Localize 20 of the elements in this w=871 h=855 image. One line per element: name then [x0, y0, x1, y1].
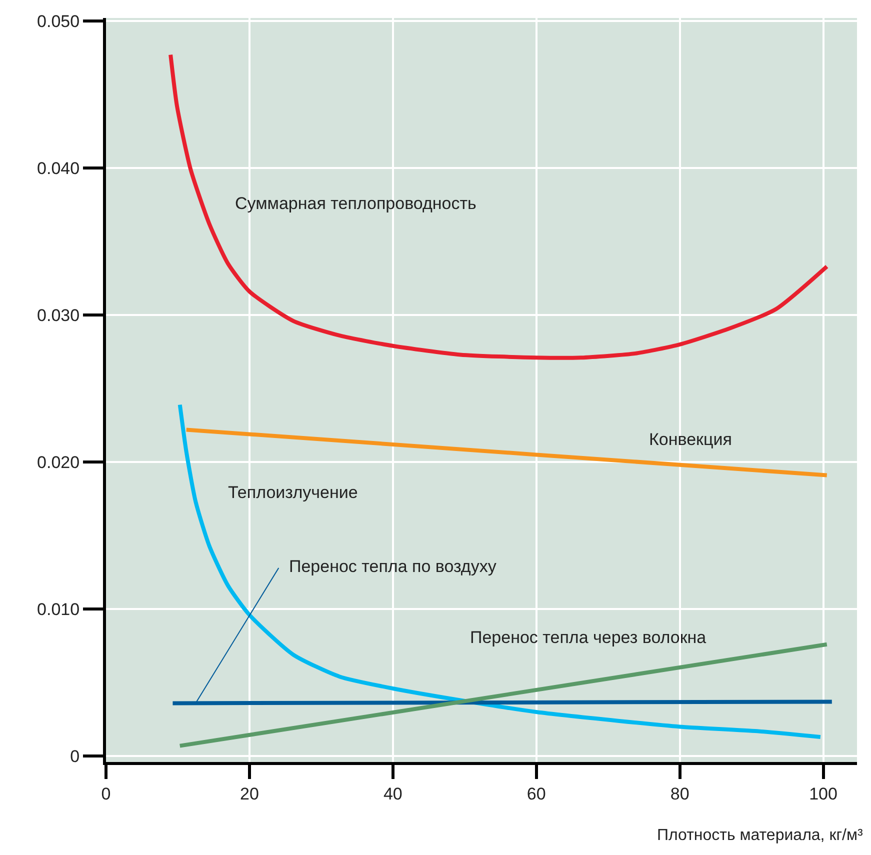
- y-tick-label: 0: [70, 747, 80, 766]
- y-tick-label: 0.030: [37, 306, 80, 325]
- text: Перенос тепла по воздуху: [289, 557, 497, 576]
- x-tick-label: 100: [809, 784, 838, 804]
- y-tick-label: 0.020: [37, 453, 80, 472]
- series-label: Конвекция: [649, 430, 732, 449]
- x-axis-title: Плотность материала, кг/м³: [657, 827, 864, 844]
- line-series: [178, 402, 822, 739]
- series-label: Суммарная теплопроводность: [235, 194, 477, 213]
- x-tick-label: 60: [526, 784, 546, 804]
- x-tick-label: 0: [101, 784, 111, 804]
- x-tick-label: 20: [240, 784, 259, 804]
- x-tick-label: 40: [383, 784, 402, 804]
- y-tick-label: 0.050: [37, 12, 80, 31]
- x-tick-label: 80: [670, 784, 690, 804]
- series-label: Перенос тепла через волокна: [470, 628, 707, 647]
- y-tick-label: 0.040: [37, 158, 80, 178]
- series-label: Теплоизлучение: [228, 483, 358, 502]
- line-series: [168, 52, 829, 360]
- y-tick-label: 0.010: [37, 600, 80, 620]
